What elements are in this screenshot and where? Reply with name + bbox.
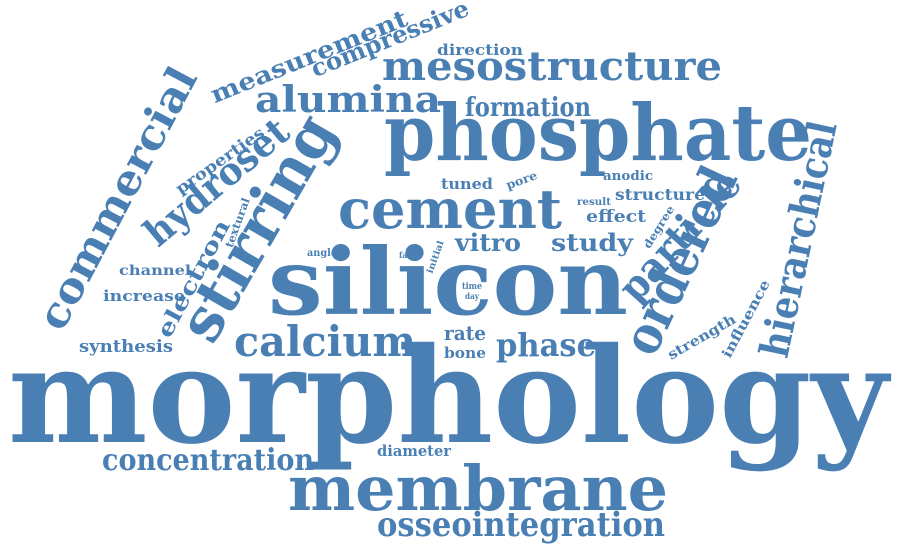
word-mesostructure: mesostructure: [382, 43, 722, 90]
word-bone: bone: [444, 344, 486, 362]
word-formation: formation: [465, 93, 591, 123]
word-morphology: morphology: [8, 319, 891, 474]
word-silicon: silicon: [268, 228, 628, 336]
word-fast: fast: [399, 250, 415, 260]
word-rate: rate: [444, 321, 486, 345]
word-synthesis: synthesis: [79, 337, 173, 357]
word-increase: increase: [103, 287, 185, 305]
word-concentration: concentration: [102, 443, 314, 478]
word-effect: effect: [586, 207, 646, 227]
word-diameter: diameter: [377, 442, 452, 460]
word-structure: structure: [615, 185, 705, 204]
word-tuned: tuned: [441, 175, 494, 193]
word-membrane: membrane: [288, 452, 668, 525]
word-time: time: [462, 282, 482, 292]
word-study: study: [551, 228, 634, 257]
word-calcium: calcium: [234, 317, 416, 366]
word-direction: direction: [437, 41, 523, 59]
word-phase: phase: [496, 326, 596, 364]
word-osseointegration: osseointegration: [377, 505, 665, 545]
word-result: result: [577, 197, 611, 208]
word-angle: angle: [307, 248, 337, 259]
word-vitro: vitro: [454, 228, 521, 257]
word-phosphate: phosphate: [384, 88, 812, 179]
word-day: day: [465, 291, 479, 301]
word-cement: cement: [338, 177, 562, 241]
word-anodic: anodic: [603, 169, 653, 184]
word-channel: channel: [119, 263, 191, 279]
word-alumina: alumina: [255, 79, 441, 121]
